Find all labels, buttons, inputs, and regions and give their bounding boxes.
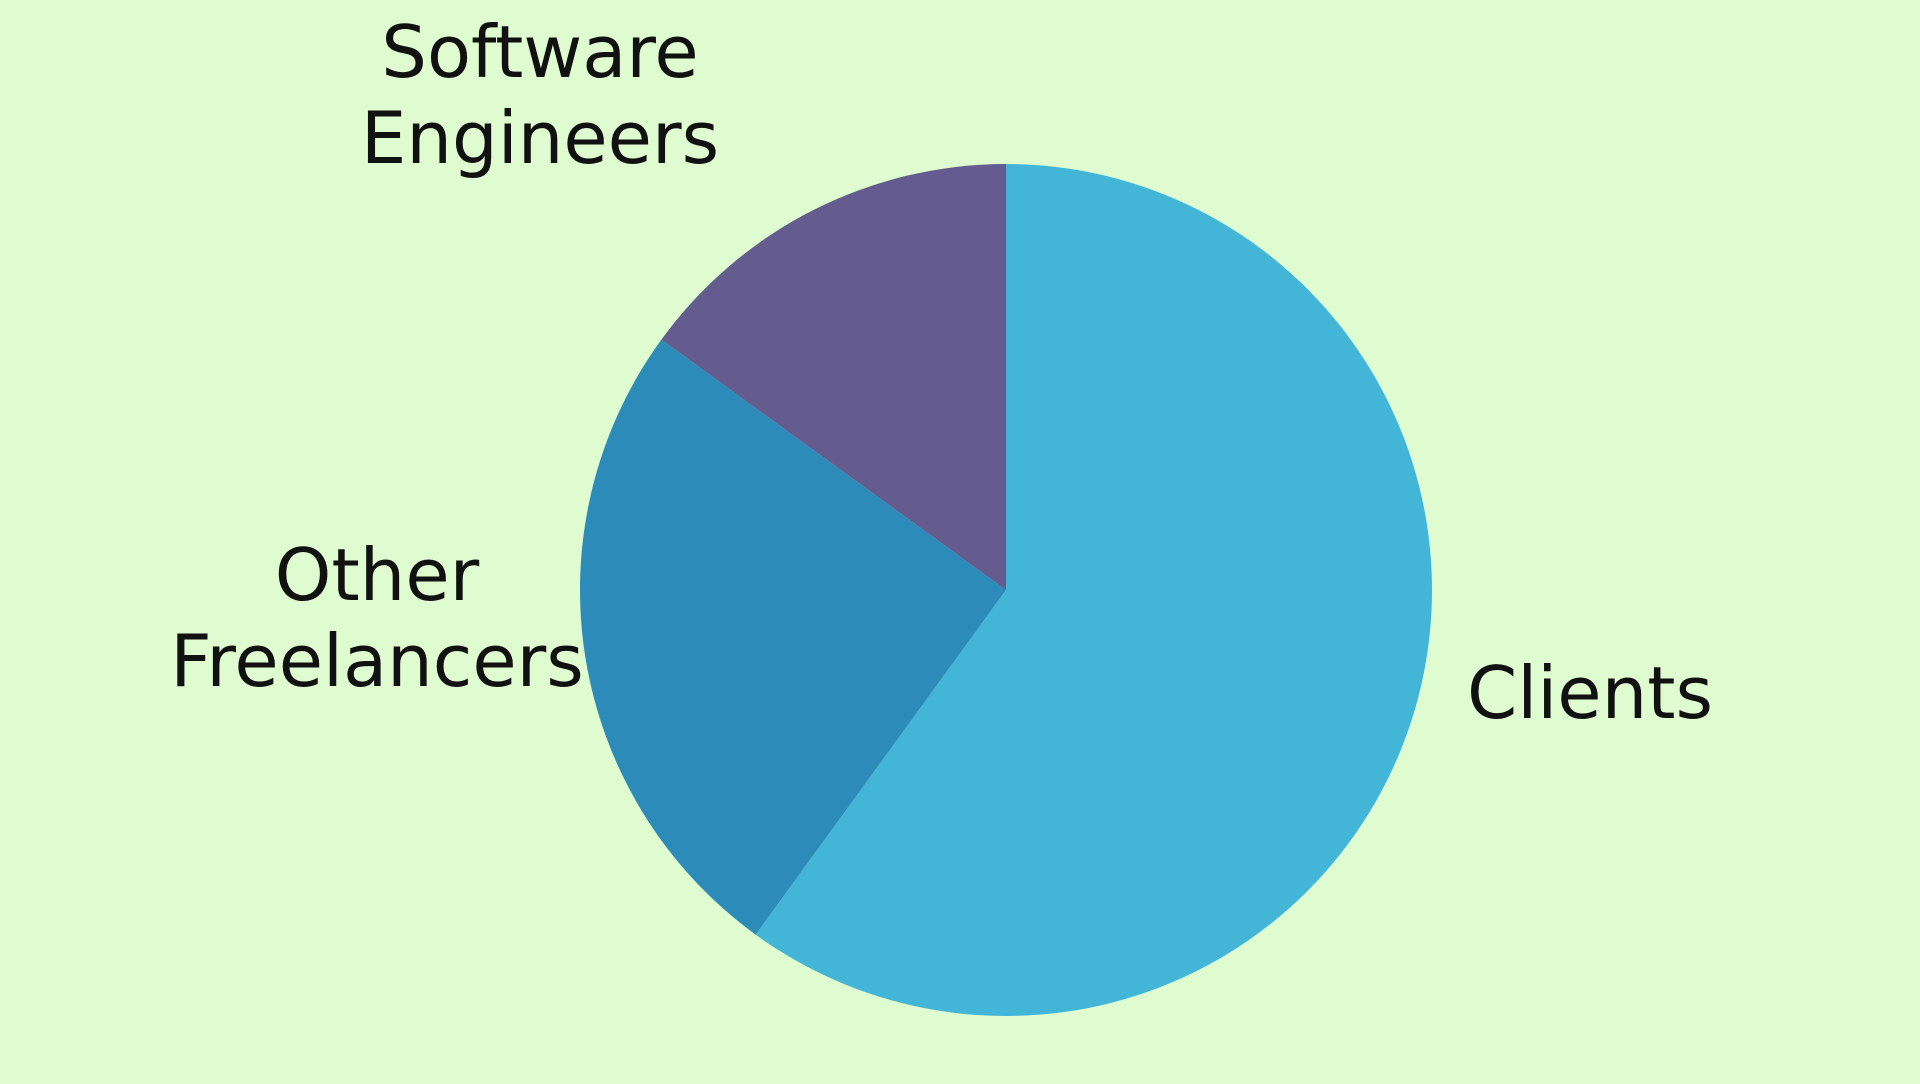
slice-label-line: Clients xyxy=(1467,651,1713,735)
pie-slices xyxy=(579,164,1432,1016)
slice-label-clients: Clients xyxy=(1467,651,1713,735)
slice-label-line: Other xyxy=(275,533,480,617)
slice-label-software-engineers: Software Engineers xyxy=(361,10,719,180)
slice-label-other-freelancers: Other Freelancers xyxy=(170,533,584,703)
slice-label-line: Software xyxy=(381,10,698,94)
pie-slice-other-freelancers xyxy=(579,339,1006,935)
slice-label-line: Engineers xyxy=(361,96,719,180)
slice-label-line: Freelancers xyxy=(170,619,584,703)
pie-slice-clients xyxy=(755,164,1432,1016)
pie-slice-software-engineers xyxy=(661,164,1006,590)
pie-labels: Clients Other Freelancers Software Engineers xyxy=(170,10,1713,735)
